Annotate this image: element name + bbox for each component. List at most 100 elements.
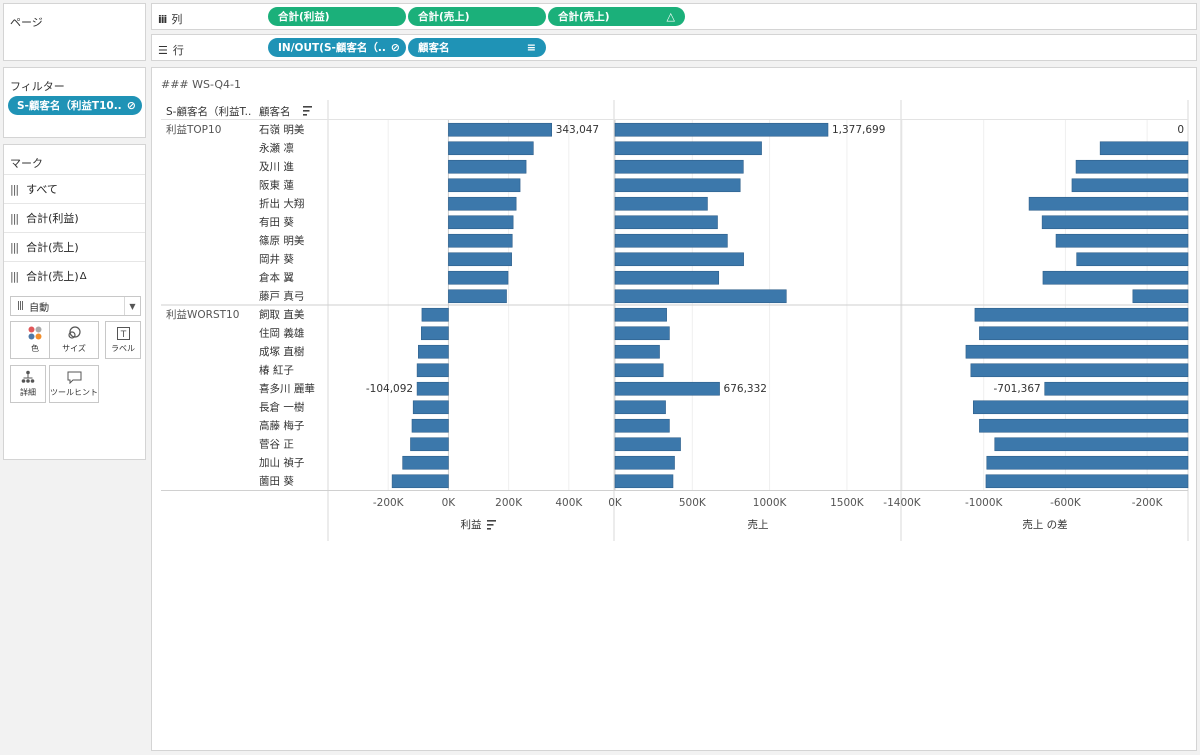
bar-chart: S-顧客名（利益T.. 顧客名 -200K 0K 200K 400K 利益 0K 500K 1… [161,100,1189,541]
marks-row-sales-diff[interactable]: ||| 合計(売上) Δ [4,261,145,290]
customer-name: 篠原 明美 [259,234,305,247]
bar-chart-icon: ||| [10,240,19,254]
size-button[interactable]: サイズ [49,321,99,359]
bar-chart-icon: ||| [10,182,19,196]
bar [448,159,527,174]
bar [614,344,660,359]
label-button[interactable]: T ラベル [105,321,141,359]
customer-name: 椿 紅子 [259,364,294,377]
mark-type-dropdown[interactable]: ||| 自動 ▼ [10,296,141,316]
x-axis-tick-label: -600K [1050,497,1082,509]
bar [614,159,744,174]
sort-icon [487,528,491,530]
tooltip-button[interactable]: ツールヒント [49,365,99,403]
bar [614,400,666,415]
bar [448,215,514,230]
marks-row-sales[interactable]: ||| 合計(売上) [4,232,145,261]
marks-row-profit[interactable]: ||| 合計(利益) [4,203,145,232]
bar [1028,196,1189,211]
bar [614,196,708,211]
bar [965,344,1189,359]
customer-name: 倉本 翼 [259,271,294,284]
bar [985,474,1189,489]
column-pill-sales[interactable]: 合計(売上) [408,7,546,26]
x-axis-title: 売上 [748,518,769,531]
bar [1044,381,1189,396]
bar [979,418,1189,433]
bar [614,455,675,470]
text-label-icon: T [116,326,130,340]
data-label: -701,367 [994,383,1041,395]
detail-button[interactable]: 詳細 [10,365,46,403]
sort-icon [487,524,494,526]
x-axis-tick-label: -1400K [883,497,922,509]
bar [1071,178,1189,193]
detail-icon [21,370,35,383]
set-icon: ⊘ [126,99,136,112]
set-icon: ⊘ [390,41,400,54]
bar [448,252,512,267]
x-axis-tick-label: 200K [495,497,523,509]
marks-panel[interactable]: マーク ||| すべて ||| 合計(利益) ||| 合計(売上) ||| 合計… [3,144,146,460]
rows-shelf-label: ☰ 行 [158,43,184,58]
x-axis-tick-label: -1000K [965,497,1004,509]
customer-name: 石嶺 明美 [259,123,305,136]
data-label: -104,092 [366,383,413,395]
customer-name: 住岡 義雄 [259,327,304,340]
marks-title: マーク [10,157,43,170]
row-pill-customer-name[interactable]: 顧客名 ≡ [408,38,546,57]
customer-name: 有田 葵 [259,216,294,229]
rows-icon: ☰ [158,43,168,57]
customer-name: 加山 禎子 [259,456,304,469]
customer-name: 折出 大翔 [259,197,304,210]
delta-icon: Δ [79,270,87,282]
filter-pill-customer-set[interactable]: S-顧客名（利益T10.. ⊘ [8,96,142,115]
delta-icon: △ [666,10,675,23]
bar [614,215,718,230]
bar [979,326,1189,341]
bar [448,141,534,156]
x-axis-tick-label: 0K [442,497,457,509]
sort-icon [303,106,312,116]
size-icon [68,326,81,339]
row-pill-in-out-set[interactable]: IN/OUT(S-顧客名（.. ⊘ [268,38,406,57]
bar [1042,270,1189,285]
bar [1041,215,1189,230]
bar [416,363,449,378]
x-axis-tick-label: -200K [373,497,405,509]
column-pill-profit[interactable]: 合計(利益) [268,7,406,26]
bar [614,474,674,489]
bar [974,307,1189,322]
bar [402,455,449,470]
header-set-column: S-顧客名（利益T.. [166,105,251,118]
customer-name: 飼取 直美 [259,308,305,321]
bar [448,270,509,285]
bar [448,233,513,248]
bar [1099,141,1189,156]
customer-name: 高藤 梅子 [259,419,304,432]
bar-chart-icon: ||| [10,269,19,283]
tooltip-icon [67,371,81,384]
bar [1076,252,1189,267]
customer-name: 永瀬 凛 [259,142,294,155]
filters-panel[interactable]: フィルター S-顧客名（利益T10.. ⊘ [3,67,146,138]
bar [448,122,552,137]
bar [418,344,449,359]
x-axis-tick-label: 1500K [830,497,865,509]
worksheet-area: ### WS-Q4-1 S-顧客名（利益T.. 顧客名 -200K 0K 200K 4… [151,67,1197,751]
x-axis-tick-label: 0K [608,497,623,509]
data-label: 343,047 [556,124,599,136]
column-pill-sales-diff[interactable]: 合計(売上) △ [548,7,685,26]
customer-name: 菅谷 正 [259,439,294,451]
bar [614,437,681,452]
pages-title: ページ [10,16,43,29]
customer-name: 藤戸 真弓 [259,290,304,303]
pages-panel[interactable]: ページ [3,3,146,61]
bar [970,363,1189,378]
marks-row-all[interactable]: ||| すべて [4,174,145,203]
data-label: 676,332 [724,383,767,395]
rows-shelf[interactable]: ☰ 行 IN/OUT(S-顧客名（.. ⊘ 顧客名 ≡ [151,34,1197,61]
bar [614,326,670,341]
group-label: 利益TOP10 [166,123,221,136]
columns-shelf[interactable]: iii 列 合計(利益) 合計(売上) 合計(売上) △ [151,3,1197,30]
